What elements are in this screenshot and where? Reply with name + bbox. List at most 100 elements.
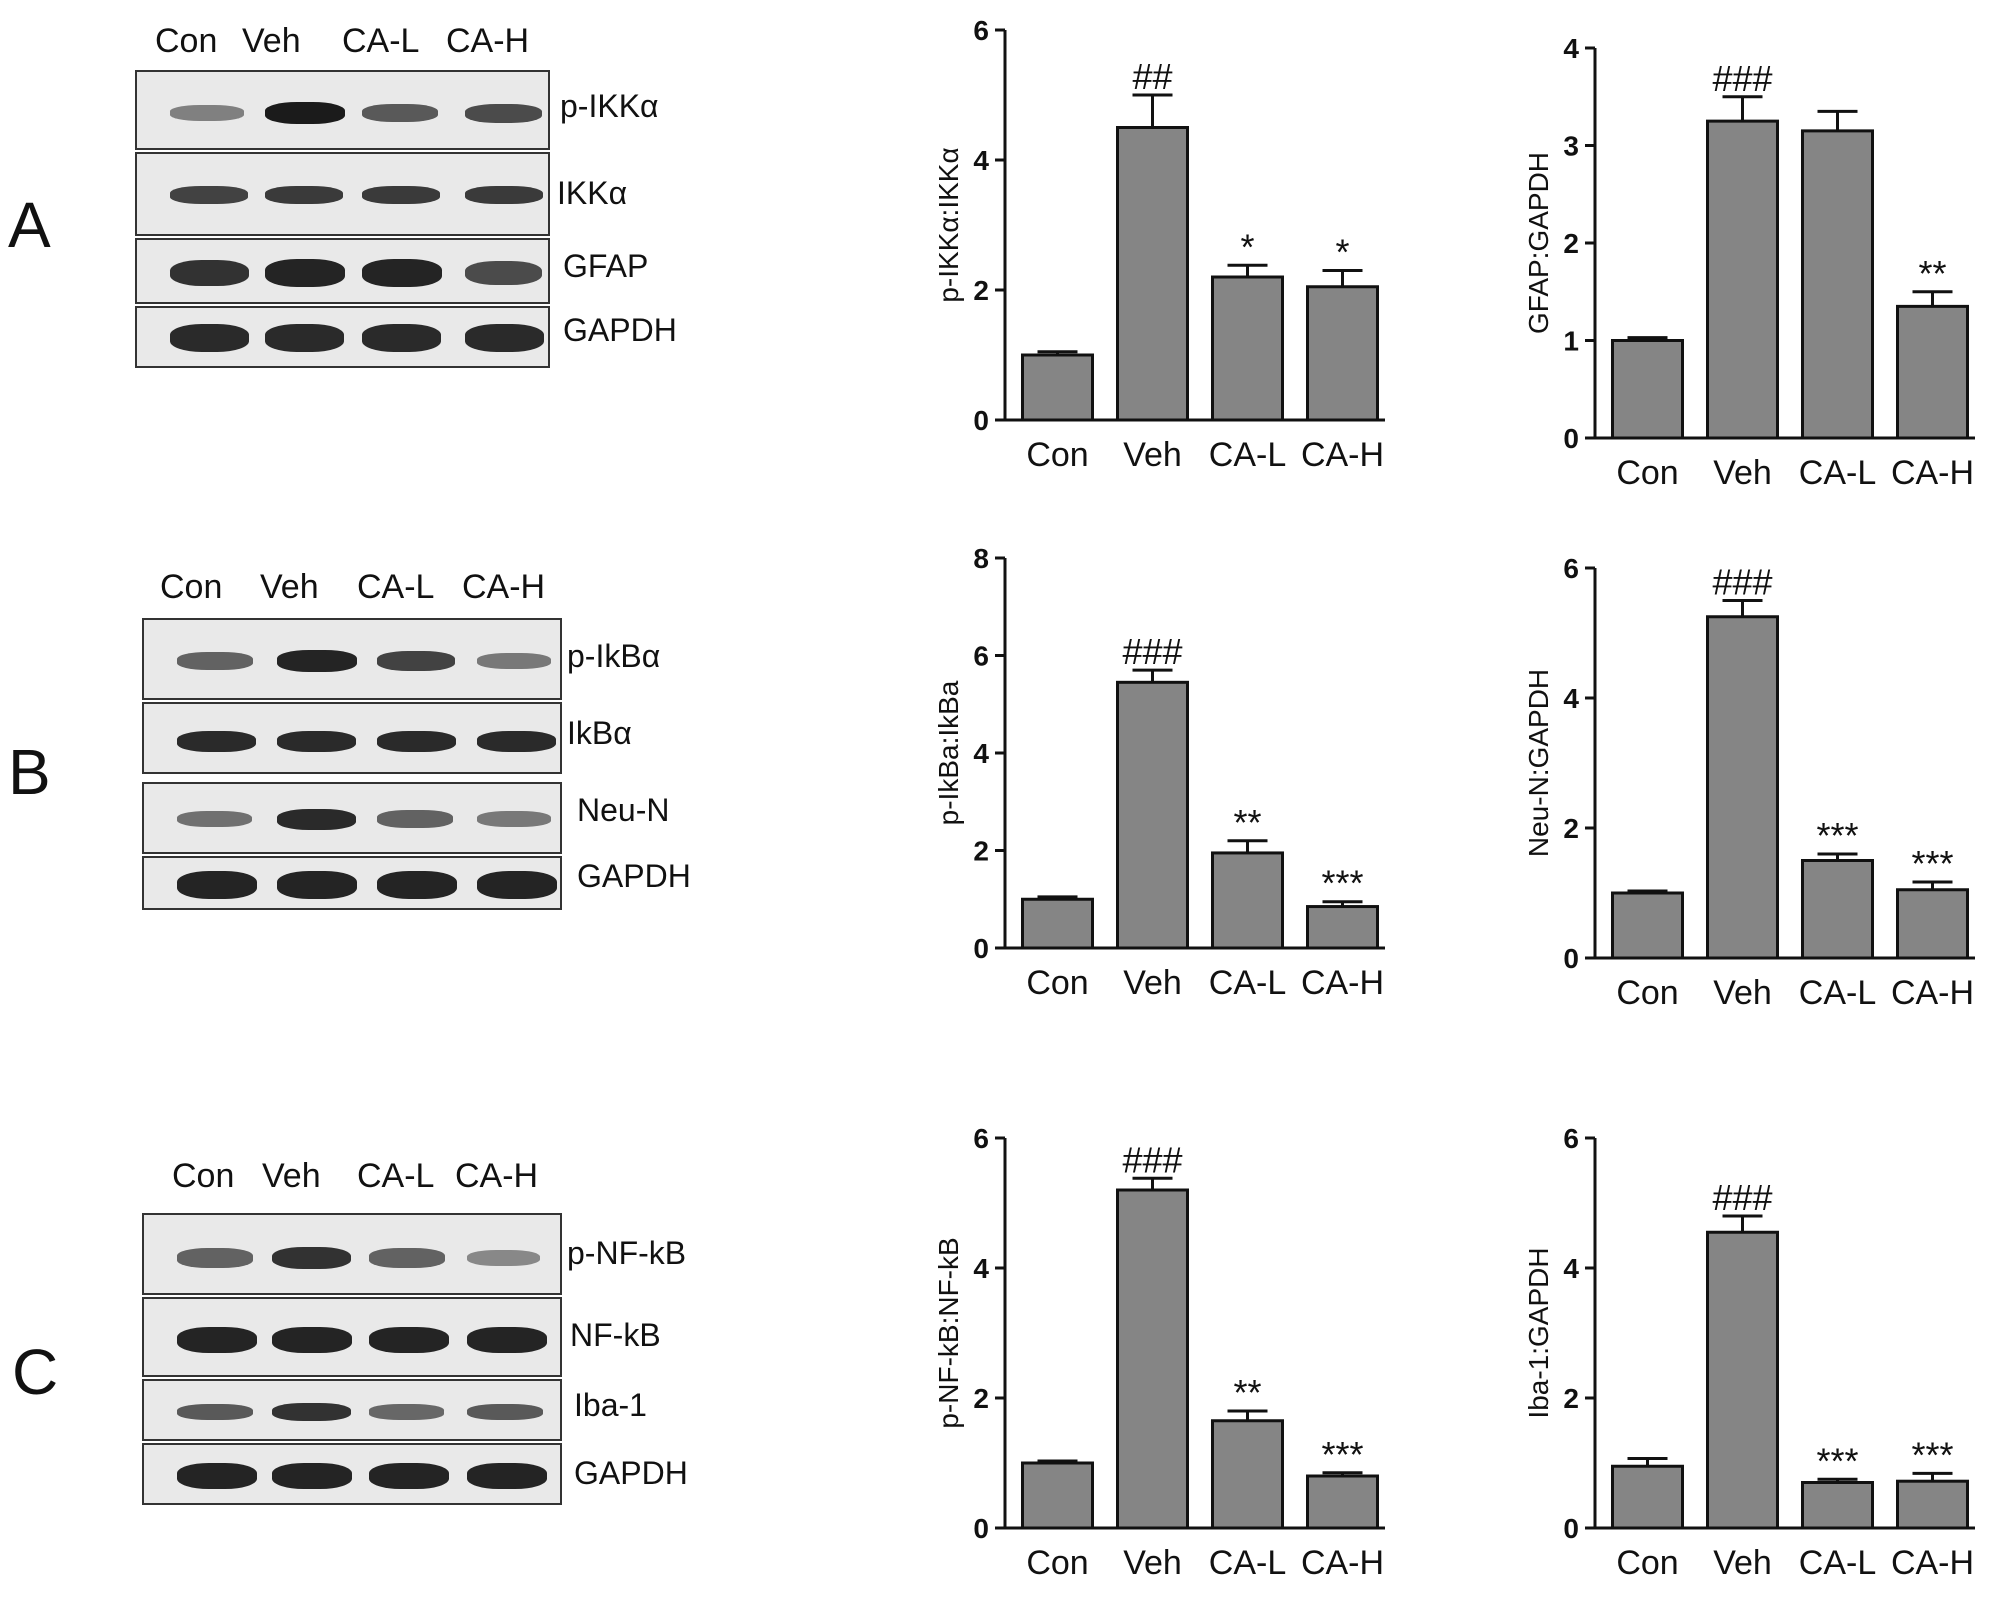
blot-band: [170, 259, 249, 287]
x-tick-label: CA-H: [1891, 974, 1974, 1012]
significance-label: ###: [1712, 58, 1772, 99]
panel-letter-b: B: [8, 736, 51, 808]
lane-label: CA-L: [357, 1157, 435, 1195]
significance-label: ***: [1321, 1434, 1363, 1475]
y-axis-label: p-IkBa:IkBa: [933, 680, 964, 825]
blot-band: [377, 651, 455, 671]
y-axis-label: Neu-N:GAPDH: [1523, 669, 1554, 857]
blot-band: [265, 186, 343, 204]
y-tick-label: 0: [1563, 943, 1579, 974]
lane-label: CA-L: [342, 22, 420, 60]
bar: [1706, 119, 1779, 440]
x-tick-label: Veh: [1123, 964, 1182, 1002]
x-tick-label: CA-L: [1799, 454, 1876, 492]
blot-band: [170, 324, 249, 352]
blot-band: [272, 1246, 351, 1270]
blot-band: [170, 186, 248, 204]
y-tick-label: 4: [973, 145, 989, 176]
bar: [1306, 285, 1379, 422]
bar: [1116, 1188, 1189, 1530]
blot-band: [277, 808, 356, 830]
bar: [1306, 1474, 1379, 1530]
lane-label: CA-H: [462, 568, 546, 606]
x-tick-label: CA-H: [1301, 1544, 1384, 1582]
x-tick-label: CA-L: [1799, 974, 1876, 1012]
lane-label: CA-L: [357, 568, 435, 606]
significance-label: ***: [1321, 863, 1363, 904]
significance-label: **: [1918, 253, 1946, 294]
lane-label: Con: [160, 568, 223, 606]
bar: [1801, 129, 1874, 440]
bar: [1611, 339, 1684, 440]
y-tick-label: 2: [1563, 228, 1579, 259]
blot-band: [465, 324, 544, 352]
bar: [1611, 891, 1684, 960]
blot-band: [467, 1249, 540, 1267]
blot-band: [177, 810, 252, 828]
y-axis-label: GFAP:GAPDH: [1523, 152, 1554, 334]
significance-label: ###: [1712, 562, 1772, 603]
y-tick-label: 2: [973, 836, 989, 867]
bar: [1021, 1461, 1094, 1530]
blot-band: [477, 811, 551, 827]
bar: [1706, 615, 1779, 960]
blot-band: [477, 730, 556, 752]
blot-band: [467, 1327, 547, 1353]
significance-label: *: [1240, 226, 1254, 267]
panel-letter-c: C: [12, 1336, 59, 1408]
y-tick-label: 3: [1563, 131, 1579, 162]
x-tick-label: Veh: [1123, 436, 1182, 474]
blot-band: [170, 105, 244, 121]
blot-band: [265, 324, 344, 352]
band-label: IKKα: [557, 175, 628, 211]
y-tick-label: 4: [973, 738, 989, 769]
blot-band: [272, 1463, 352, 1489]
y-tick-label: 0: [1563, 1513, 1579, 1544]
blot-band: [177, 1248, 253, 1268]
blot-band: [277, 730, 356, 752]
lane-label: Con: [172, 1157, 235, 1195]
bar: [1801, 859, 1874, 960]
significance-label: **: [1233, 1372, 1261, 1413]
western-blot-b: Con Veh CA-L CA-H p-IkBα IkBα Neu-N GAPD…: [142, 560, 702, 910]
x-tick-label: Con: [1616, 454, 1678, 492]
x-tick-label: Veh: [1713, 1544, 1772, 1582]
y-tick-label: 2: [1563, 813, 1579, 844]
band-label: GAPDH: [563, 312, 677, 348]
band-label: Neu-N: [577, 792, 670, 828]
significance-label: ###: [1712, 1177, 1772, 1218]
significance-label: ***: [1816, 815, 1858, 856]
blot-band: [277, 871, 357, 899]
lane-label: CA-H: [455, 1157, 539, 1195]
bar: [1021, 353, 1094, 422]
significance-label: ##: [1132, 56, 1172, 97]
bar-chart-p-ikba: 0 2 4 6 8 p-IkBa:IkBa Con ### Veh ** CA-L *** CA-H: [933, 543, 1385, 1002]
band-label: p-IkBα: [567, 638, 661, 674]
blot-band: [477, 653, 551, 669]
blot-band: [177, 1403, 253, 1421]
significance-label: **: [1233, 802, 1261, 843]
blot-band: [177, 871, 257, 899]
blot-band: [362, 186, 440, 204]
blot-band: [369, 1327, 449, 1353]
bar: [1211, 275, 1284, 422]
bar-chart-p-ikka: 0 2 4 6 p-IKKα:IKKα Con ## Veh * CA-L * CA-H: [933, 15, 1385, 474]
band-label: Iba-1: [574, 1387, 647, 1423]
bar: [1896, 1479, 1969, 1530]
band-label: GAPDH: [574, 1455, 688, 1491]
blot-band: [272, 1327, 352, 1353]
y-tick-label: 0: [973, 405, 989, 436]
y-tick-label: 0: [1563, 423, 1579, 454]
lane-label: Veh: [242, 22, 301, 60]
blot-band: [362, 259, 442, 287]
bar: [1801, 1481, 1874, 1530]
x-tick-label: Veh: [1713, 454, 1772, 492]
band-label: NF-kB: [570, 1317, 661, 1353]
band-label: GFAP: [563, 248, 649, 284]
panel-letter-a: A: [8, 189, 51, 261]
blot-band: [369, 1404, 444, 1420]
blot-band: [265, 259, 345, 287]
bar-chart-p-nfkb: 0 2 4 6 p-NF-kB:NF-kB Con ### Veh ** CA-L *** CA-H: [933, 1123, 1385, 1582]
y-tick-label: 2: [1563, 1383, 1579, 1414]
bar: [1896, 888, 1969, 960]
